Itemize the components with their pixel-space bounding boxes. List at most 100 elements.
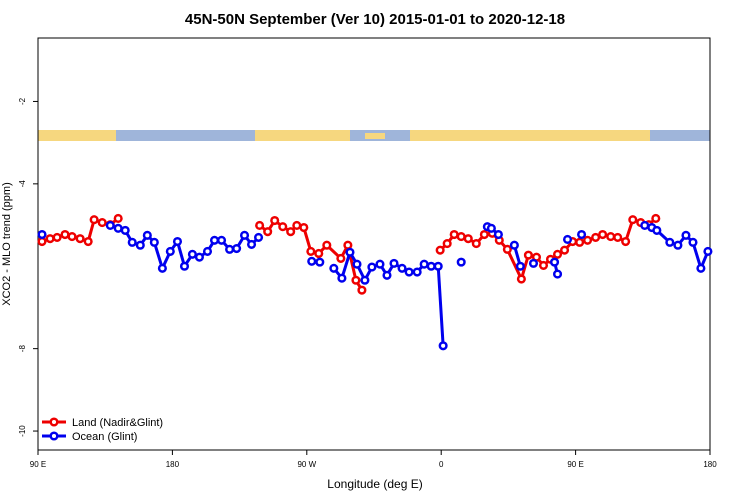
point [286, 227, 296, 237]
point [142, 230, 152, 240]
point [549, 257, 560, 267]
point [343, 240, 353, 250]
point [263, 227, 273, 237]
point [559, 245, 570, 255]
point [419, 259, 429, 269]
point [449, 229, 459, 240]
y-tick-label: -4 [18, 180, 27, 188]
point [60, 229, 70, 240]
point [306, 246, 316, 256]
point [673, 240, 683, 250]
point [538, 260, 549, 270]
point [165, 246, 175, 256]
point [113, 213, 123, 224]
x-tick-label: 90 W [297, 460, 316, 469]
x-tick-label: 90 E [30, 460, 46, 469]
point [270, 215, 280, 226]
x-tick-label: 180 [166, 460, 180, 469]
point [463, 234, 473, 244]
point [89, 215, 99, 225]
point [552, 269, 563, 279]
point [37, 229, 47, 240]
x-tick-label: 180 [703, 460, 717, 469]
point [651, 213, 661, 224]
point [404, 267, 414, 277]
point [209, 235, 220, 245]
point [194, 252, 204, 262]
point [516, 274, 526, 284]
point [426, 261, 436, 271]
point [360, 275, 370, 285]
point [606, 232, 616, 242]
point [278, 222, 288, 232]
point [528, 258, 539, 268]
y-tick-label: -10 [18, 425, 27, 437]
point [315, 257, 325, 267]
point [412, 267, 422, 277]
point [621, 236, 631, 247]
point [562, 234, 573, 245]
point [456, 232, 466, 242]
point [652, 225, 662, 235]
point [329, 263, 339, 273]
point [246, 239, 257, 249]
point [232, 243, 242, 254]
point [456, 257, 466, 267]
point [299, 222, 309, 233]
x-tick-label: 90 E [567, 460, 583, 469]
point [307, 256, 317, 266]
point [493, 229, 503, 240]
point [486, 223, 496, 233]
point [292, 220, 302, 231]
y-tick-label: -2 [18, 97, 27, 105]
point [640, 220, 650, 231]
y-tick-label: -8 [18, 345, 27, 353]
point [591, 232, 601, 242]
point [135, 240, 145, 250]
legend-label: Ocean (Glint) [72, 431, 137, 443]
point [336, 253, 346, 263]
point [471, 239, 481, 249]
chart-title: 45N-50N September (Ver 10) 2015-01-01 to… [185, 11, 565, 28]
y-axis-label: XCO2 - MLO trend (ppm) [1, 182, 13, 305]
legend-marker [49, 417, 59, 427]
point [202, 246, 213, 256]
point [696, 263, 706, 273]
point [172, 236, 183, 247]
point [105, 220, 115, 231]
point [435, 245, 445, 255]
legend-label: Land (Nadir&Glint) [72, 417, 163, 429]
plot-frame [37, 37, 711, 451]
point [322, 240, 332, 250]
point [375, 259, 385, 269]
point [397, 263, 407, 273]
point [598, 229, 608, 240]
point [351, 275, 361, 285]
point [479, 229, 489, 240]
point [628, 215, 638, 225]
point [433, 261, 443, 271]
point [352, 259, 362, 269]
point [438, 341, 448, 351]
point [254, 232, 264, 242]
point [67, 232, 77, 242]
point [52, 232, 62, 242]
point [337, 273, 347, 283]
point [127, 237, 137, 247]
point [552, 249, 563, 259]
point [575, 237, 585, 247]
point [83, 236, 93, 247]
point [255, 220, 265, 231]
point [120, 225, 130, 235]
point [665, 237, 675, 247]
point [37, 236, 47, 247]
point [523, 250, 533, 260]
legend-marker [49, 431, 59, 441]
point [577, 229, 587, 240]
point [613, 232, 623, 242]
point [681, 230, 691, 240]
point [367, 262, 377, 272]
map-strip [38, 130, 710, 141]
point [187, 249, 197, 259]
